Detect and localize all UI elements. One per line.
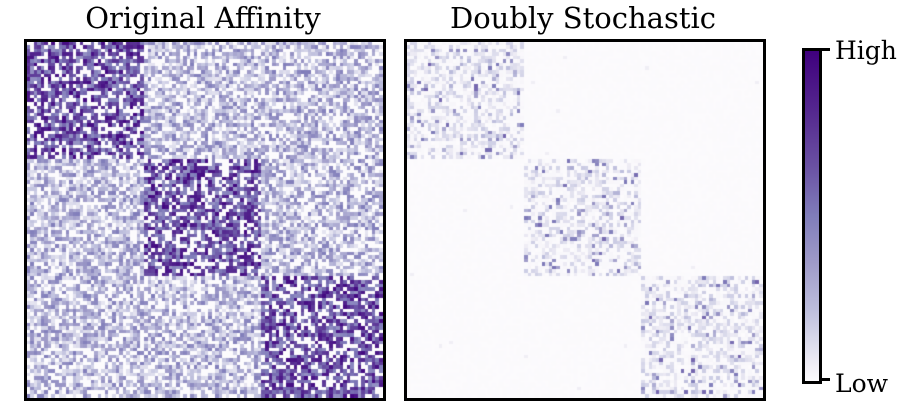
right-panel-title: Doubly Stochastic <box>449 1 717 35</box>
colorbar-low-tick <box>822 378 830 381</box>
left-panel-title: Original Affinity <box>85 1 321 35</box>
original-affinity-heatmap-cells <box>27 42 383 398</box>
original-affinity-heatmap <box>24 39 386 401</box>
colorbar-high-label: High <box>835 36 897 65</box>
colorbar <box>802 48 822 384</box>
colorbar-low-label: Low <box>835 369 889 398</box>
doubly-stochastic-heatmap <box>404 39 766 401</box>
doubly-stochastic-heatmap-cells <box>407 42 763 398</box>
colorbar-high-tick <box>822 48 830 51</box>
